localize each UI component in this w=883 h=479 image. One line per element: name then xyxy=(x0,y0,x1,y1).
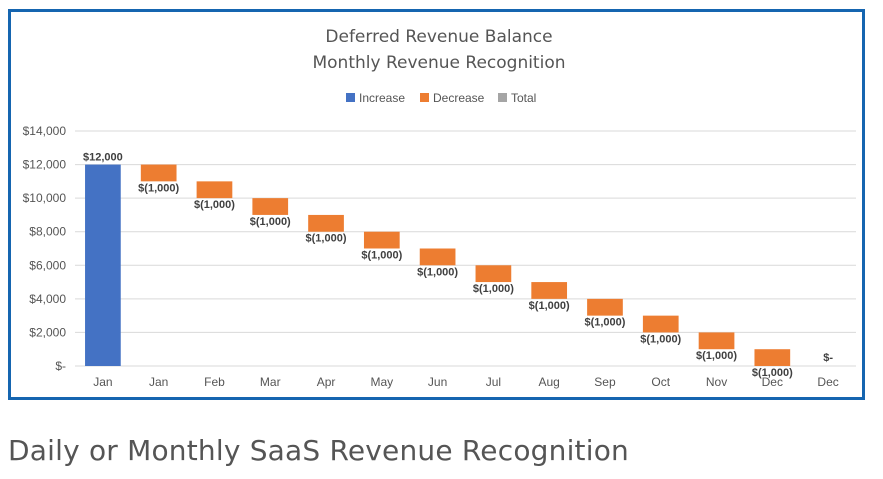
data-label: $(1,000) xyxy=(361,250,402,262)
data-label: $(1,000) xyxy=(640,333,681,345)
y-tick-label: $2,000 xyxy=(29,325,66,339)
chart-subtitle: Monthly Revenue Recognition xyxy=(312,53,565,73)
bar-decrease xyxy=(252,198,289,215)
bar-decrease xyxy=(531,282,568,299)
bar-decrease xyxy=(196,181,233,199)
data-label: $(1,000) xyxy=(473,283,514,295)
bar-decrease xyxy=(698,332,735,350)
data-label: $(1,000) xyxy=(306,233,347,245)
x-tick-label: Dec xyxy=(817,375,838,389)
x-tick-label: Dec xyxy=(762,375,783,389)
bars-group: $12,000 $(1,000) $(1,000) $(1,000) $(1,000) $… xyxy=(83,152,833,379)
x-axis: Jan Jan Feb Mar Apr May Jun Jul Aug Sep Oct Nov Dec D… xyxy=(93,375,839,389)
bar-decrease xyxy=(754,349,791,366)
y-axis: $- $2,000 $4,000 $6,000 $8,000 $10,000 $12,000… xyxy=(23,124,67,373)
x-tick-label: Aug xyxy=(538,375,559,389)
data-label: $- xyxy=(823,352,833,364)
data-label: $(1,000) xyxy=(752,367,793,379)
x-tick-label: Nov xyxy=(706,375,727,389)
x-tick-label: Jan xyxy=(149,375,168,389)
bar-decrease xyxy=(419,248,456,266)
data-label: $(1,000) xyxy=(417,266,458,278)
bar-decrease xyxy=(140,164,177,182)
x-tick-label: Oct xyxy=(651,375,670,389)
bar-increase xyxy=(85,164,121,366)
x-tick-label: Sep xyxy=(594,375,616,389)
x-tick-label: Apr xyxy=(317,375,336,389)
x-tick-label: Jan xyxy=(93,375,112,389)
chart-frame: Deferred Revenue Balance Monthly Revenue… xyxy=(8,9,865,400)
legend-label-decrease: Decrease xyxy=(433,91,485,105)
legend-label-increase: Increase xyxy=(359,91,405,105)
legend-swatch-increase xyxy=(346,93,355,102)
data-label: $(1,000) xyxy=(696,350,737,362)
bar-decrease xyxy=(587,298,623,316)
bar-decrease xyxy=(475,265,512,283)
waterfall-chart: Deferred Revenue Balance Monthly Revenue… xyxy=(23,27,856,389)
y-tick-label: $- xyxy=(55,359,66,373)
bar-decrease xyxy=(308,214,344,232)
y-tick-label: $6,000 xyxy=(29,258,66,272)
x-tick-label: Feb xyxy=(204,375,225,389)
x-tick-label: May xyxy=(370,375,393,389)
data-label: $(1,000) xyxy=(529,300,570,312)
data-label: $(1,000) xyxy=(250,216,291,228)
x-tick-label: Jun xyxy=(428,375,447,389)
bar-decrease xyxy=(642,315,679,333)
chart-title: Deferred Revenue Balance xyxy=(325,27,552,47)
y-tick-label: $12,000 xyxy=(23,158,67,172)
y-tick-label: $14,000 xyxy=(23,124,67,138)
y-tick-label: $4,000 xyxy=(29,292,66,306)
data-label: $(1,000) xyxy=(584,317,625,329)
bar-decrease xyxy=(363,231,400,249)
y-tick-label: $8,000 xyxy=(29,225,66,239)
legend-swatch-total xyxy=(498,93,507,102)
x-tick-label: Jul xyxy=(486,375,501,389)
page-caption: Daily or Monthly SaaS Revenue Recognitio… xyxy=(8,434,629,467)
grid-lines xyxy=(75,130,856,367)
chart-legend: Increase Decrease Total xyxy=(346,91,536,105)
legend-swatch-decrease xyxy=(420,93,429,102)
legend-label-total: Total xyxy=(511,91,536,105)
data-label: $(1,000) xyxy=(138,182,179,194)
data-label: $(1,000) xyxy=(194,199,235,211)
y-tick-label: $10,000 xyxy=(23,191,67,205)
data-label: $12,000 xyxy=(83,152,123,164)
x-tick-label: Mar xyxy=(260,375,281,389)
